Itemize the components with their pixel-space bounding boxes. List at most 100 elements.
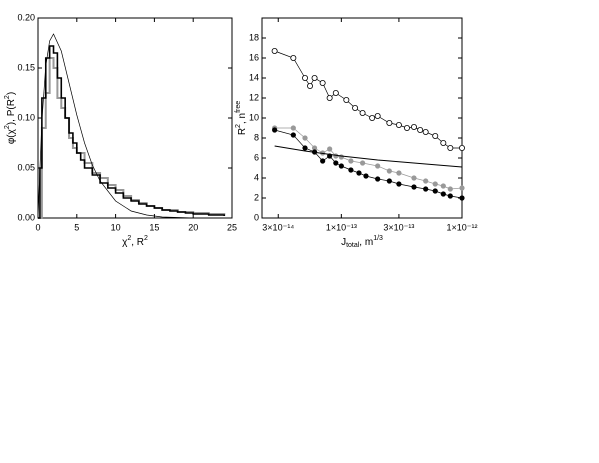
plot-frame xyxy=(261,17,463,219)
axis-label: χ2, R2 xyxy=(122,235,148,247)
axis-label: R2, nfree xyxy=(235,101,247,135)
label-part: φ(χ xyxy=(6,128,17,144)
marker xyxy=(447,144,454,151)
marker xyxy=(447,193,453,199)
label-part: total xyxy=(346,242,360,249)
marker xyxy=(311,145,318,151)
marker xyxy=(423,178,429,184)
marker xyxy=(386,168,392,174)
label-part: 2 xyxy=(144,235,148,242)
x-tick-label: 25 xyxy=(227,222,237,232)
label-part: 2 xyxy=(4,95,11,99)
marker xyxy=(459,185,465,191)
marker xyxy=(326,95,333,102)
y-tick-label: 6 xyxy=(254,152,259,162)
marker xyxy=(319,80,326,87)
x-tick-label: 3×10⁻¹³ xyxy=(383,222,414,232)
marker xyxy=(411,175,417,181)
marker xyxy=(348,167,354,173)
marker xyxy=(396,181,402,187)
x-tick-label: 1×10⁻¹³ xyxy=(326,222,357,232)
marker xyxy=(359,160,366,166)
x-tick-label: 5 xyxy=(74,222,79,232)
marker xyxy=(320,158,326,164)
marker xyxy=(440,183,446,189)
x-tick-label: 20 xyxy=(188,222,198,232)
y-tick-label: 0.10 xyxy=(17,112,35,122)
label-part: , n xyxy=(237,113,248,124)
marker xyxy=(352,105,359,112)
label-part: χ xyxy=(122,237,128,248)
label-part: , m xyxy=(359,237,373,248)
marker xyxy=(332,90,339,97)
x-tick-label: 1×10⁻¹² xyxy=(446,222,477,232)
label-part: ), P(R xyxy=(6,99,17,125)
label-part: J xyxy=(341,237,346,248)
y-tick-label: 16 xyxy=(249,52,259,62)
marker xyxy=(302,145,308,151)
marker xyxy=(356,170,362,176)
y-tick-label: 0.05 xyxy=(17,162,35,172)
marker xyxy=(432,132,439,139)
marker xyxy=(290,125,296,131)
axis-label: φ(χ2), P(R2) xyxy=(4,92,16,144)
marker xyxy=(307,83,314,90)
label-part: 2 xyxy=(235,124,242,128)
marker xyxy=(271,48,278,55)
marker xyxy=(343,97,350,104)
marker xyxy=(396,170,402,176)
y-tick-label: 14 xyxy=(249,72,259,82)
axis-label: Jtotal, m1/3 xyxy=(341,235,383,249)
label-part: 2 xyxy=(127,235,131,242)
marker xyxy=(432,188,438,194)
label-part: 2 xyxy=(4,125,11,129)
marker xyxy=(333,160,339,166)
marker xyxy=(458,144,465,151)
marker xyxy=(369,115,376,122)
x-tick-label: 15 xyxy=(149,222,159,232)
marker xyxy=(440,139,447,146)
marker xyxy=(440,191,446,197)
series-line xyxy=(38,57,226,219)
label-part: , R xyxy=(131,237,144,248)
marker xyxy=(386,178,392,184)
marker xyxy=(423,186,429,192)
marker xyxy=(422,128,429,135)
marker xyxy=(386,120,393,127)
marker xyxy=(374,113,381,120)
y-tick-label: 4 xyxy=(254,172,259,182)
marker xyxy=(302,75,309,82)
marker xyxy=(432,181,438,187)
marker xyxy=(333,153,339,159)
marker xyxy=(403,125,410,132)
y-tick-label: 10 xyxy=(249,112,259,122)
marker xyxy=(363,173,369,179)
y-tick-label: 18 xyxy=(249,32,259,42)
series-line xyxy=(37,33,232,219)
marker xyxy=(375,176,381,182)
marker xyxy=(375,163,381,169)
y-tick-label: 0 xyxy=(254,212,259,222)
x-tick-label: 10 xyxy=(111,222,121,232)
marker xyxy=(447,186,453,192)
marker xyxy=(338,154,344,160)
marker xyxy=(348,158,354,164)
marker xyxy=(272,127,278,133)
marker xyxy=(338,163,344,169)
marker xyxy=(459,195,465,201)
y-tick-label: 0.15 xyxy=(17,62,35,72)
label-part: 1/3 xyxy=(373,235,383,242)
label-part: free xyxy=(235,101,242,113)
y-tick-label: 12 xyxy=(249,92,259,102)
x-tick-label: 0 xyxy=(35,222,40,232)
y-tick-label: 2 xyxy=(254,192,259,202)
series-line xyxy=(38,45,226,219)
label-part: R xyxy=(237,128,248,135)
marker xyxy=(327,146,333,152)
y-tick-label: 8 xyxy=(254,132,259,142)
marker xyxy=(290,55,297,62)
marker xyxy=(411,184,417,190)
marker xyxy=(417,127,424,134)
